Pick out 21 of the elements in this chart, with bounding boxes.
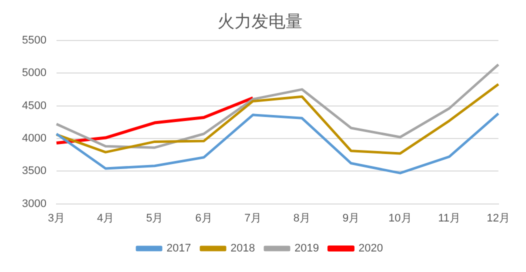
x-tick-label: 10月	[388, 212, 412, 224]
x-tick-label: 11月	[438, 212, 460, 224]
legend-label: 2020	[358, 242, 383, 255]
x-tick-label: 8月	[293, 212, 311, 224]
x-tick-label: 12月	[486, 212, 510, 224]
y-tick-label: 3000	[22, 198, 46, 210]
legend-label: 2019	[294, 242, 319, 255]
x-tick-label: 3月	[48, 212, 66, 224]
y-tick-label: 5000	[22, 67, 46, 80]
y-tick-label: 3500	[22, 165, 46, 178]
y-tick-label: 4000	[22, 132, 46, 144]
x-tick-label: 7月	[244, 212, 262, 224]
x-tick-label: 6月	[195, 212, 212, 224]
y-tick-label: 4500	[22, 100, 46, 112]
x-tick-label: 9月	[342, 212, 360, 224]
x-tick-label: 5月	[146, 212, 164, 224]
legend-label: 2018	[230, 242, 256, 255]
x-tick-label: 4月	[97, 212, 114, 224]
y-tick-label: 5500	[22, 34, 46, 46]
legend-label: 2017	[166, 242, 192, 255]
chart-title: 火力发电量	[218, 12, 302, 31]
